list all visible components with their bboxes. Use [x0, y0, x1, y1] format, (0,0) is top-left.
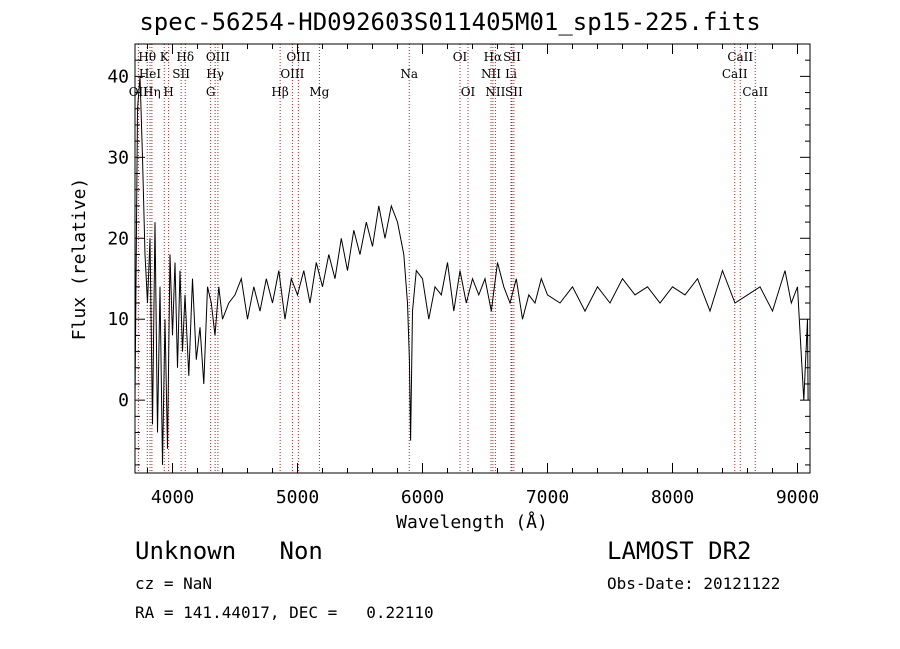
- marker-label: CaII: [742, 85, 768, 99]
- marker-label: Hγ: [206, 67, 224, 81]
- marker-label: CaII: [727, 50, 753, 64]
- marker-label: Hα: [484, 50, 503, 64]
- marker-label: OI: [461, 85, 476, 99]
- marker-label: CaII: [722, 67, 748, 81]
- marker-label: OIII: [286, 50, 310, 64]
- spectrum-line: [134, 76, 809, 465]
- marker-label: Li: [505, 67, 517, 81]
- plot-frame: [134, 43, 811, 474]
- y-tick-label: 30: [107, 147, 129, 168]
- marker-label: Na: [400, 67, 418, 81]
- y-tick-label: 40: [107, 66, 129, 87]
- marker-label: NII: [481, 67, 501, 81]
- x-tick-label: 7000: [526, 487, 569, 508]
- marker-label: G: [206, 85, 216, 99]
- marker-label: H: [163, 85, 173, 99]
- marker-label: Mg: [309, 85, 329, 99]
- observation-date: Obs-Date: 20121122: [607, 574, 781, 593]
- marker-label: Hη: [143, 85, 161, 99]
- x-tick-label: 5000: [276, 487, 319, 508]
- y-tick-label: 10: [107, 309, 129, 330]
- x-tick-label: 4000: [151, 487, 194, 508]
- marker-label: SII: [172, 67, 190, 81]
- redshift-line: cz = NaN: [135, 574, 213, 593]
- marker-label: K: [160, 50, 170, 64]
- marker-label: Hβ: [271, 85, 288, 99]
- marker-label: SII: [505, 85, 523, 99]
- y-tick-label: 0: [118, 390, 129, 411]
- axis-ticks: 4000 5000 6000 7000 8000 9000 0 10 20 30 40: [107, 43, 819, 508]
- marker-label: OI: [453, 50, 468, 64]
- x-tick-label: 6000: [401, 487, 444, 508]
- marker-label: Hδ: [176, 50, 194, 64]
- chart-title: spec-56254-HD092603S011405M01_sp15-225.f…: [139, 8, 761, 36]
- object-class-line: Unknown Non: [135, 537, 323, 565]
- survey-name: LAMOST DR2: [607, 537, 752, 565]
- marker-label: HeI: [139, 67, 162, 81]
- marker-label: Hθ: [138, 50, 156, 64]
- x-axis-label: Wavelength (Å): [396, 511, 548, 533]
- marker-label: OIII: [206, 50, 230, 64]
- y-axis-label: Flux (relative): [69, 178, 90, 341]
- x-tick-label: 9000: [776, 487, 819, 508]
- y-tick-label: 20: [107, 228, 129, 249]
- x-tick-label: 8000: [651, 487, 694, 508]
- marker-label: OIII: [280, 67, 304, 81]
- marker-label: SII: [503, 50, 521, 64]
- marker-label: OII: [129, 85, 149, 99]
- coordinates-line: RA = 141.44017, DEC = 0.22110: [135, 603, 434, 622]
- marker-label: NII: [485, 85, 505, 99]
- marker-lines: [137, 44, 756, 473]
